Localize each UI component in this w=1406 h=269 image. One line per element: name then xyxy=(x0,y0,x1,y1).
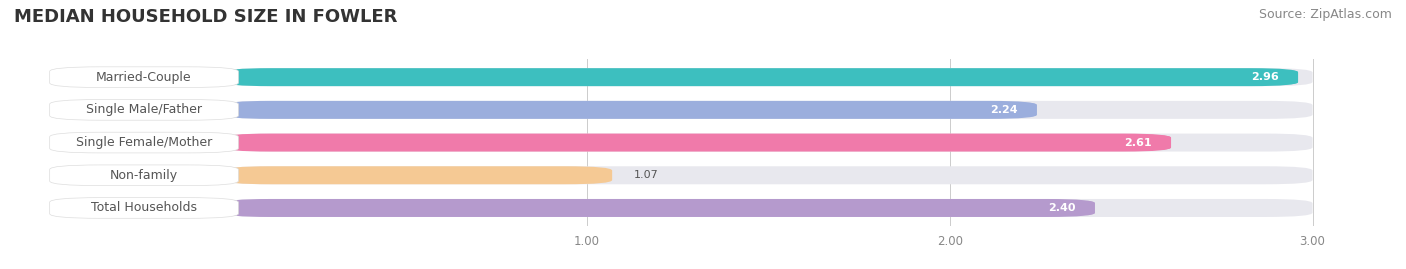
FancyBboxPatch shape xyxy=(224,166,1313,184)
Text: 2.40: 2.40 xyxy=(1049,203,1076,213)
Text: Total Households: Total Households xyxy=(91,201,197,214)
FancyBboxPatch shape xyxy=(1029,200,1095,216)
Text: Non-family: Non-family xyxy=(110,169,179,182)
Text: Single Female/Mother: Single Female/Mother xyxy=(76,136,212,149)
FancyBboxPatch shape xyxy=(49,67,239,87)
Text: 2.96: 2.96 xyxy=(1251,72,1279,82)
FancyBboxPatch shape xyxy=(972,102,1036,118)
Text: 2.61: 2.61 xyxy=(1125,137,1152,148)
FancyBboxPatch shape xyxy=(1105,135,1171,150)
Text: 1.07: 1.07 xyxy=(634,170,658,180)
Text: Single Male/Father: Single Male/Father xyxy=(86,103,202,116)
FancyBboxPatch shape xyxy=(224,68,1313,86)
FancyBboxPatch shape xyxy=(49,198,239,218)
FancyBboxPatch shape xyxy=(224,199,1313,217)
FancyBboxPatch shape xyxy=(224,68,1298,86)
Text: Source: ZipAtlas.com: Source: ZipAtlas.com xyxy=(1258,8,1392,21)
Text: 2.24: 2.24 xyxy=(990,105,1018,115)
FancyBboxPatch shape xyxy=(224,166,612,184)
FancyBboxPatch shape xyxy=(224,101,1036,119)
FancyBboxPatch shape xyxy=(49,165,239,186)
FancyBboxPatch shape xyxy=(224,199,1095,217)
FancyBboxPatch shape xyxy=(224,134,1171,151)
FancyBboxPatch shape xyxy=(49,100,239,120)
Text: MEDIAN HOUSEHOLD SIZE IN FOWLER: MEDIAN HOUSEHOLD SIZE IN FOWLER xyxy=(14,8,398,26)
FancyBboxPatch shape xyxy=(1233,69,1298,85)
FancyBboxPatch shape xyxy=(224,101,1313,119)
FancyBboxPatch shape xyxy=(224,134,1313,151)
Text: Married-Couple: Married-Couple xyxy=(96,71,191,84)
FancyBboxPatch shape xyxy=(49,132,239,153)
